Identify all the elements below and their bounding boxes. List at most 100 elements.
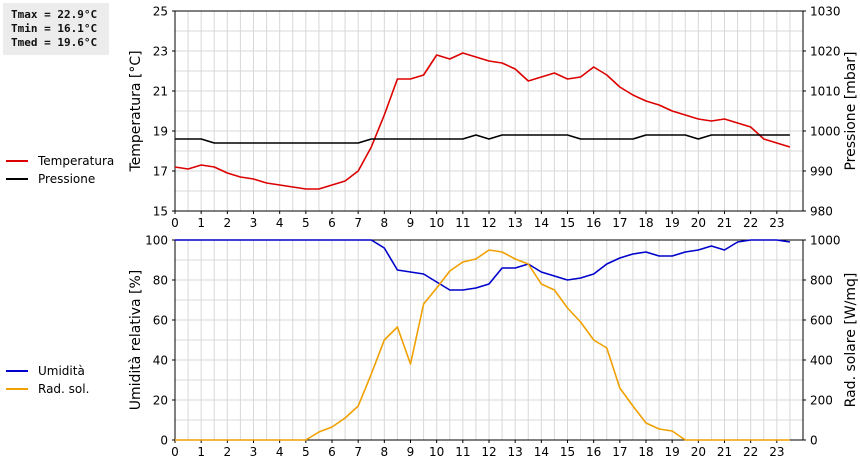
y-left-tick-label: 15 <box>153 205 168 219</box>
x-tick-label: 17 <box>612 445 627 459</box>
legend-top: Temperatura Pressione <box>6 152 114 188</box>
x-tick-label: 3 <box>250 445 258 459</box>
legend-label-umidita: Umidità <box>38 364 85 378</box>
y-right-tick-label: 1030 <box>810 5 841 19</box>
x-tick-label: 14 <box>534 216 549 230</box>
y-right-tick-label: 990 <box>810 165 833 179</box>
chart-panel-top: 0 1 2 3 4 5 6 7 8 9 10 11 12 13 14 15 16 17 18 19 20 21 22 2315… <box>128 5 859 231</box>
series-line-umidit <box>175 239 791 291</box>
y-left-tick-label: 60 <box>153 314 168 328</box>
x-tick-label: 23 <box>769 445 784 459</box>
x-tick-label: 21 <box>717 445 732 459</box>
legend-swatch-pressione <box>6 178 28 180</box>
legend-label-rad-sol: Rad. sol. <box>38 382 90 396</box>
y-left-tick-label: 21 <box>153 85 168 99</box>
x-tick-label: 18 <box>638 216 653 230</box>
x-tick-label: 8 <box>381 216 389 230</box>
x-tick-label: 1 <box>197 445 205 459</box>
y-right-tick-label: 1010 <box>810 85 841 99</box>
x-tick-label: 4 <box>276 445 284 459</box>
y-right-tick-label: 400 <box>810 354 833 368</box>
legend-item-pressione: Pressione <box>6 170 114 188</box>
x-tick-label: 13 <box>508 445 523 459</box>
series-line-rad-sol <box>175 249 790 441</box>
legend-swatch-rad-sol <box>6 388 28 390</box>
x-tick-label: 3 <box>250 216 258 230</box>
x-tick-label: 6 <box>328 216 336 230</box>
legend-label-temperatura: Temperatura <box>38 154 115 168</box>
y-right-tick-label: 800 <box>810 274 833 288</box>
x-tick-label: 11 <box>455 445 470 459</box>
x-tick-label: 7 <box>354 216 362 230</box>
x-tick-label: 0 <box>171 445 179 459</box>
y-left-axis-label: Temperatura [°C] <box>128 50 144 172</box>
y-right-tick-label: 1020 <box>810 45 841 59</box>
x-tick-label: 9 <box>407 445 415 459</box>
x-tick-label: 0 <box>171 216 179 230</box>
legend-label-pressione: Pressione <box>38 172 96 186</box>
stats-box: Tmax = 22.9°C Tmin = 16.1°C Tmed = 19.6°… <box>3 3 109 55</box>
x-tick-label: 4 <box>276 216 284 230</box>
x-tick-label: 22 <box>743 216 758 230</box>
legend-item-rad-sol: Rad. sol. <box>6 380 89 398</box>
x-tick-label: 19 <box>665 445 680 459</box>
x-tick-label: 13 <box>508 216 523 230</box>
x-tick-label: 14 <box>534 445 549 459</box>
x-tick-label: 2 <box>224 445 232 459</box>
tmax-text: Tmax = 22.9°C <box>11 8 98 21</box>
y-right-tick-label: 0 <box>810 434 818 448</box>
x-tick-label: 15 <box>560 216 575 230</box>
tmin-text: Tmin = 16.1°C <box>11 22 98 35</box>
x-tick-label: 2 <box>224 216 232 230</box>
x-tick-label: 15 <box>560 445 575 459</box>
y-left-tick-label: 19 <box>153 125 168 139</box>
series-line-temperatura <box>174 52 791 190</box>
x-tick-label: 16 <box>586 445 601 459</box>
x-tick-label: 21 <box>717 216 732 230</box>
x-tick-label: 12 <box>481 445 496 459</box>
y-right-tick-label: 1000 <box>810 125 841 139</box>
legend-bottom: Umidità Rad. sol. <box>6 362 89 398</box>
chart-panel-bottom: 0 1 2 3 4 5 6 7 8 9 10 11 12 13 14 15 16 17 18 19 20 21 22 2302… <box>128 234 859 460</box>
legend-swatch-umidita <box>6 370 28 372</box>
x-tick-label: 11 <box>455 216 470 230</box>
y-left-tick-label: 80 <box>153 274 168 288</box>
y-left-axis-label: Umidità relativa [%] <box>128 270 144 411</box>
y-left-tick-label: 23 <box>153 45 168 59</box>
x-tick-label: 22 <box>743 445 758 459</box>
y-left-tick-label: 20 <box>153 394 168 408</box>
legend-item-umidita: Umidità <box>6 362 89 380</box>
x-tick-label: 1 <box>197 216 205 230</box>
legend-swatch-temperatura <box>6 160 28 162</box>
y-right-tick-label: 200 <box>810 394 833 408</box>
x-tick-label: 16 <box>586 216 601 230</box>
x-tick-label: 23 <box>769 216 784 230</box>
y-right-tick-label: 600 <box>810 314 833 328</box>
legend-item-temperatura: Temperatura <box>6 152 114 170</box>
y-left-tick-label: 100 <box>145 234 168 248</box>
y-right-tick-label: 980 <box>810 205 833 219</box>
series-line-pressione <box>175 134 790 144</box>
x-tick-label: 9 <box>407 216 415 230</box>
tmed-text: Tmed = 19.6°C <box>11 36 98 49</box>
y-left-tick-label: 0 <box>160 434 168 448</box>
y-right-tick-label: 1000 <box>810 234 841 248</box>
x-tick-label: 8 <box>381 445 389 459</box>
x-tick-label: 6 <box>328 445 336 459</box>
y-left-tick-label: 17 <box>153 165 168 179</box>
x-tick-label: 20 <box>691 216 706 230</box>
x-tick-label: 10 <box>429 216 444 230</box>
x-tick-label: 7 <box>354 445 362 459</box>
x-tick-label: 18 <box>638 445 653 459</box>
x-tick-label: 17 <box>612 216 627 230</box>
y-left-tick-label: 40 <box>153 354 168 368</box>
x-tick-label: 5 <box>302 216 310 230</box>
x-tick-label: 12 <box>481 216 496 230</box>
x-tick-label: 20 <box>691 445 706 459</box>
x-tick-label: 5 <box>302 445 310 459</box>
y-right-axis-label: Rad. solare [W/mq] <box>843 273 859 408</box>
y-right-axis-label: Pressione [mbar] <box>843 51 859 170</box>
y-left-tick-label: 25 <box>153 5 168 19</box>
x-tick-label: 10 <box>429 445 444 459</box>
